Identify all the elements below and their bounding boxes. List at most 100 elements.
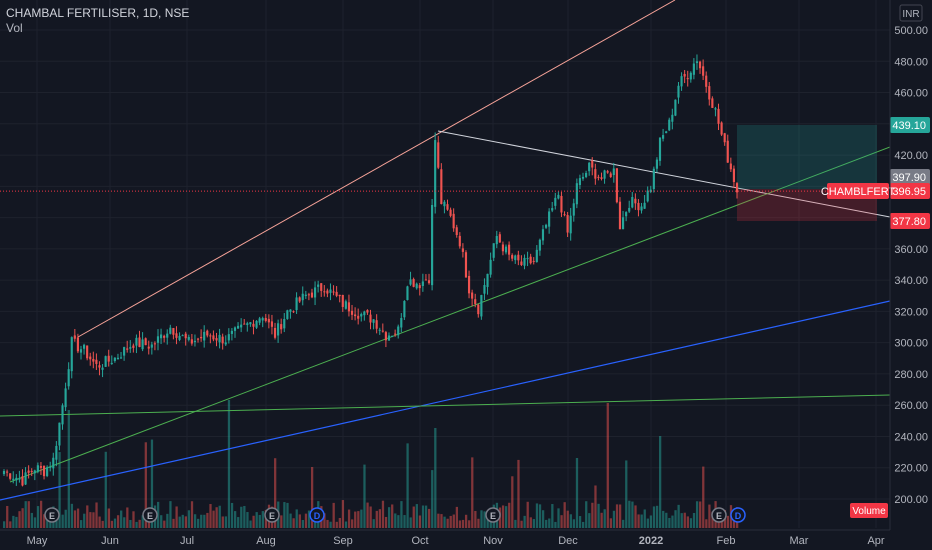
- volume-bar: [39, 500, 43, 528]
- volume-bar: [424, 505, 428, 528]
- volume-bar: [326, 519, 329, 528]
- candle-body: [557, 194, 560, 199]
- candle-body: [55, 445, 58, 460]
- volume-bar: [464, 514, 468, 528]
- volume-bar: [517, 459, 520, 528]
- candle-body: [566, 215, 569, 233]
- volume-bar: [354, 511, 357, 528]
- candle-body: [9, 473, 12, 479]
- candle-body: [511, 255, 514, 259]
- volume-bar: [101, 520, 104, 528]
- candle-body: [295, 297, 298, 311]
- candle-body: [560, 195, 563, 213]
- volume-bar: [89, 512, 92, 528]
- volume-bar: [61, 514, 64, 528]
- candle-body: [551, 208, 554, 211]
- time-tick-label: Dec: [558, 535, 578, 547]
- volume-bar: [529, 517, 532, 528]
- candle-body: [508, 244, 511, 255]
- candle-body: [243, 323, 246, 325]
- candle-body: [126, 348, 129, 350]
- last-price-tag-bg: [890, 183, 930, 199]
- candle-body: [236, 325, 240, 329]
- volume-bar: [514, 519, 517, 528]
- candle-body: [615, 168, 618, 203]
- volume-bar: [104, 451, 107, 528]
- candle-body: [258, 318, 261, 323]
- candle-body: [477, 304, 480, 315]
- candle-body: [720, 122, 723, 135]
- candle-body: [98, 365, 101, 368]
- candle-body: [169, 327, 172, 334]
- price-tick-label: 460.00: [894, 88, 928, 100]
- candle-body: [597, 176, 600, 178]
- event-marker-earnings-icon: [44, 507, 60, 523]
- candle-body: [489, 259, 492, 275]
- volume-bar: [43, 514, 46, 528]
- price-tick-label: 280.00: [894, 369, 928, 381]
- stop-price-tag-bg: [890, 213, 930, 229]
- volume-bar: [655, 505, 659, 528]
- volume-bar: [557, 508, 560, 528]
- volume-bar: [554, 521, 557, 528]
- volume-bar: [135, 521, 138, 528]
- candle-body: [298, 297, 301, 302]
- volume-bar: [298, 514, 301, 528]
- volume-bar: [671, 515, 674, 528]
- volume-bar: [6, 505, 9, 528]
- candle-body: [79, 349, 83, 353]
- candle-body: [394, 333, 397, 335]
- support-trendline: [9, 146, 891, 483]
- volume-bar: [156, 501, 160, 528]
- candle-body: [483, 285, 486, 294]
- volume-bar: [126, 507, 129, 528]
- candle-body: [203, 331, 206, 341]
- candle-body: [221, 336, 224, 344]
- candle-body: [403, 301, 406, 318]
- volume-bar: [24, 501, 27, 528]
- event-marker-label: D: [314, 511, 321, 521]
- volume-bar: [12, 515, 15, 528]
- volume-bar: [240, 506, 243, 528]
- candle-body: [631, 197, 634, 208]
- candle-body: [27, 470, 30, 473]
- currency-box: [899, 4, 923, 22]
- candle-body: [397, 326, 400, 336]
- candle-body: [18, 478, 21, 480]
- volume-bar: [76, 508, 80, 528]
- volume-bar: [415, 504, 418, 528]
- volume-bar: [505, 506, 508, 528]
- volume-bar: [27, 501, 30, 528]
- candle-body: [82, 344, 86, 349]
- volume-bar: [428, 508, 431, 528]
- candle-body: [705, 75, 708, 87]
- volume-bar: [699, 501, 702, 528]
- volume-bar: [609, 518, 613, 528]
- candle-body: [230, 330, 233, 334]
- price-tick-label: 320.00: [894, 306, 928, 318]
- candle-body: [320, 283, 323, 291]
- price-tick-label: 340.00: [894, 275, 928, 287]
- candle-body: [677, 85, 680, 98]
- volume-bar: [116, 515, 120, 528]
- volume-bar: [73, 510, 77, 528]
- volume-bar: [357, 511, 360, 528]
- volume-bar: [344, 521, 348, 528]
- candle-body: [304, 294, 307, 297]
- time-tick-label: Apr: [867, 535, 884, 547]
- candle-body: [116, 357, 120, 360]
- volume-bar: [591, 502, 594, 528]
- candle-body: [360, 314, 363, 317]
- time-tick-label: Feb: [717, 535, 736, 547]
- candle-body: [378, 329, 381, 331]
- volume-bar: [30, 512, 33, 528]
- volume-bar: [508, 502, 511, 528]
- volume-bar: [227, 400, 231, 528]
- candle-body: [526, 258, 529, 260]
- volume-bar: [606, 403, 609, 528]
- candle-body: [240, 324, 243, 328]
- candle-body: [649, 189, 652, 192]
- candle-body: [594, 169, 597, 179]
- current-price-tag: 397.90: [892, 172, 926, 184]
